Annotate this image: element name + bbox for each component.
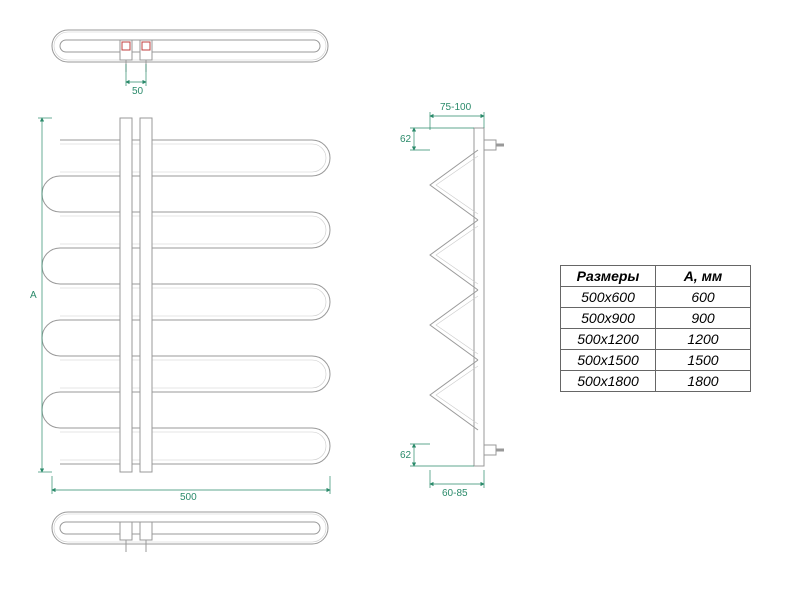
th-sizes: Размеры xyxy=(561,266,656,287)
dim-side-75-100: 75-100 xyxy=(440,102,471,113)
table-row: 500x18001800 xyxy=(561,371,751,392)
side-view xyxy=(410,112,504,488)
table-row: 500x12001200 xyxy=(561,329,751,350)
top-view xyxy=(52,30,328,86)
dimensions-table: Размеры А, мм 500x600600500x900900500x12… xyxy=(560,265,751,392)
dim-side-62-top: 62 xyxy=(400,134,411,145)
table-row: 500x600600 xyxy=(561,287,751,308)
dim-side-62-bot: 62 xyxy=(400,450,411,461)
th-a: А, мм xyxy=(656,266,751,287)
table-row: 500x15001500 xyxy=(561,350,751,371)
front-view xyxy=(38,118,330,494)
dim-side-60-85: 60-85 xyxy=(442,488,468,499)
dim-front-500: 500 xyxy=(180,492,197,503)
table-row: 500x900900 xyxy=(561,308,751,329)
dim-top-50: 50 xyxy=(132,86,143,97)
dim-front-A: A xyxy=(30,290,37,301)
bottom-view xyxy=(52,512,328,552)
